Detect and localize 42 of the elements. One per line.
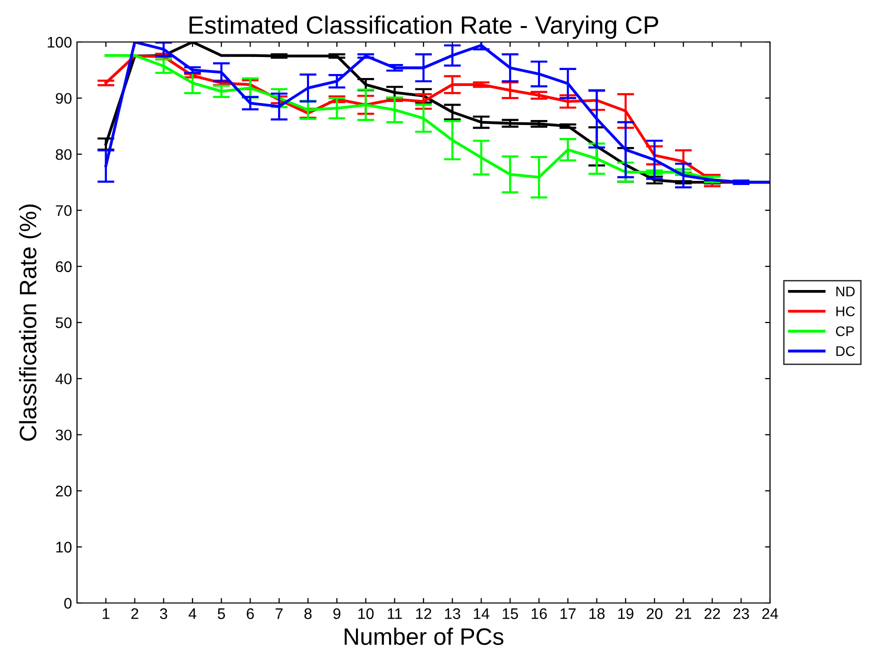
x-tick-label: 3 bbox=[160, 608, 168, 620]
x-tick-label: 13 bbox=[445, 608, 460, 620]
x-tick-label: 17 bbox=[560, 608, 576, 619]
legend-label: ND bbox=[836, 286, 855, 296]
x-tick-label: 22 bbox=[704, 608, 720, 619]
x-tick-label: 20 bbox=[646, 608, 662, 620]
x-tick-label: 19 bbox=[618, 608, 634, 620]
x-tick-label: 5 bbox=[218, 608, 225, 620]
x-tick-label: 4 bbox=[188, 608, 196, 619]
y-axis-title: Classification Rate (%) bbox=[19, 204, 42, 441]
y-tick-label: 80 bbox=[56, 149, 72, 160]
x-tick-label: 8 bbox=[304, 608, 312, 620]
chart-title: Estimated Classification Rate - Varying CP bbox=[190, 16, 658, 39]
x-tick-label: 14 bbox=[474, 608, 490, 619]
x-tick-label: 7 bbox=[276, 608, 283, 619]
x-tick-label: 15 bbox=[502, 608, 518, 620]
x-tick-label: 2 bbox=[131, 608, 138, 619]
y-tick-label: 50 bbox=[56, 317, 72, 328]
x-tick-label: 12 bbox=[416, 608, 432, 619]
y-tick-label: 10 bbox=[56, 542, 72, 553]
y-tick-label: 40 bbox=[56, 373, 72, 384]
y-tick-label: 0 bbox=[64, 598, 72, 609]
x-tick-label: 23 bbox=[733, 608, 749, 620]
legend-label: CP bbox=[836, 326, 854, 336]
x-tick-label: 1 bbox=[102, 608, 110, 619]
x-tick-label: 10 bbox=[358, 608, 374, 620]
y-tick-label: 60 bbox=[56, 261, 72, 272]
y-tick-label: 90 bbox=[56, 92, 72, 104]
x-tick-label: 9 bbox=[333, 608, 340, 620]
x-tick-label: 18 bbox=[589, 608, 605, 620]
x-axis-title: Number of PCs bbox=[344, 628, 504, 645]
x-tick-label: 6 bbox=[246, 608, 254, 620]
y-tick-label: 30 bbox=[56, 430, 72, 440]
x-tick-label: 16 bbox=[532, 608, 547, 620]
x-tick-label: 11 bbox=[388, 608, 402, 619]
x-tick-label: 21 bbox=[676, 608, 692, 619]
legend-label: HC bbox=[836, 306, 855, 316]
x-tick-label: 24 bbox=[762, 608, 778, 619]
y-tick-label: 100 bbox=[48, 36, 72, 48]
legend-label: DC bbox=[836, 346, 855, 356]
y-tick-label: 70 bbox=[56, 205, 72, 216]
y-tick-label: 20 bbox=[56, 486, 72, 496]
